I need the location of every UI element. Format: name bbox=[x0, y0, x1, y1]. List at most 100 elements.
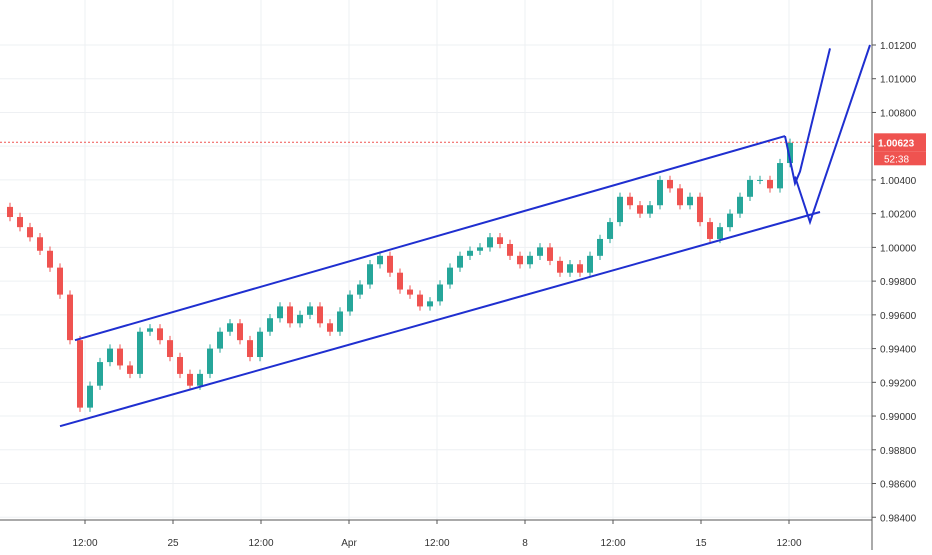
y-tick-label: 0.99200 bbox=[880, 378, 917, 389]
candle-body bbox=[67, 294, 73, 341]
candle-body bbox=[497, 237, 503, 245]
candle-body bbox=[57, 267, 63, 295]
candle-body bbox=[227, 323, 233, 332]
candle-body bbox=[767, 179, 773, 189]
candle-body bbox=[357, 284, 363, 295]
candle-body bbox=[87, 385, 93, 408]
x-tick-label: 15 bbox=[695, 538, 707, 549]
x-tick-label: 12:00 bbox=[72, 538, 97, 549]
candle-body bbox=[257, 331, 263, 358]
candle-body bbox=[247, 340, 253, 358]
candle-body bbox=[27, 227, 33, 238]
candle-body bbox=[267, 318, 273, 332]
candle-body bbox=[7, 206, 13, 218]
candle-body bbox=[407, 289, 413, 295]
candle-body bbox=[377, 255, 383, 265]
current-price-label: 1.00623 bbox=[878, 138, 915, 149]
y-tick-label: 0.99600 bbox=[880, 311, 917, 322]
y-tick-label: 0.99000 bbox=[880, 412, 917, 423]
candle-body bbox=[547, 247, 553, 261]
candle-body bbox=[717, 227, 723, 239]
candle-body bbox=[427, 301, 433, 307]
candle-body bbox=[577, 264, 583, 273]
candle-body bbox=[467, 250, 473, 256]
x-tick-label: 12:00 bbox=[600, 538, 625, 549]
x-tick-label: Apr bbox=[341, 538, 357, 549]
y-tick-label: 0.98600 bbox=[880, 480, 917, 491]
candle-body bbox=[157, 328, 163, 341]
countdown-label: 52:38 bbox=[884, 154, 909, 165]
candle-body bbox=[117, 348, 123, 366]
candle-body bbox=[277, 306, 283, 319]
candle-body bbox=[567, 264, 573, 273]
candle-body bbox=[337, 311, 343, 332]
y-tick-label: 1.00000 bbox=[880, 243, 917, 254]
candle-body bbox=[237, 323, 243, 341]
channel-lower-line bbox=[59, 211, 821, 428]
x-tick-label: 8 bbox=[522, 538, 528, 549]
candle-body bbox=[507, 244, 513, 256]
candle-body bbox=[307, 306, 313, 315]
y-tick-label: 0.99800 bbox=[880, 277, 917, 288]
candle-body bbox=[77, 340, 83, 408]
y-tick-label: 1.00800 bbox=[880, 108, 917, 119]
current-price-badge bbox=[874, 133, 926, 152]
y-tick-label: 1.00200 bbox=[880, 210, 917, 221]
candle-body bbox=[757, 179, 763, 181]
candle-body bbox=[727, 213, 733, 228]
candle-body bbox=[457, 255, 463, 268]
y-tick-label: 0.98400 bbox=[880, 513, 917, 524]
candle-body bbox=[747, 179, 753, 197]
y-tick-label: 1.01200 bbox=[880, 41, 917, 52]
candle-body bbox=[597, 238, 603, 256]
candle-body bbox=[787, 142, 793, 164]
candle-body bbox=[367, 264, 373, 285]
candle-body bbox=[487, 237, 493, 248]
candle-body bbox=[647, 205, 653, 214]
projection-path-1 bbox=[784, 48, 831, 187]
candle-body bbox=[537, 247, 543, 256]
candle-body bbox=[137, 331, 143, 374]
candle-body bbox=[447, 267, 453, 285]
candle-body bbox=[707, 222, 713, 239]
candle-body bbox=[417, 294, 423, 307]
candle-body bbox=[167, 340, 173, 358]
candle-body bbox=[147, 328, 153, 332]
candle-body bbox=[17, 217, 23, 228]
channel-upper-line bbox=[74, 135, 786, 342]
candle-body bbox=[777, 163, 783, 189]
candle-body bbox=[557, 260, 563, 273]
candle-body bbox=[37, 237, 43, 251]
candle-body bbox=[197, 373, 203, 386]
candle-body bbox=[187, 373, 193, 386]
x-tick-label: 25 bbox=[167, 538, 179, 549]
candle-body bbox=[667, 179, 673, 189]
y-tick-label: 1.00400 bbox=[880, 176, 917, 187]
candle-body bbox=[617, 196, 623, 223]
candle-body bbox=[737, 196, 743, 214]
candle-body bbox=[317, 306, 323, 324]
candle-body bbox=[517, 255, 523, 265]
projection-path-2 bbox=[794, 44, 871, 226]
candle-body bbox=[297, 314, 303, 324]
candle-body bbox=[587, 255, 593, 273]
candle-body bbox=[637, 205, 643, 214]
candle-body bbox=[397, 272, 403, 290]
x-tick-label: 12:00 bbox=[776, 538, 801, 549]
candle-body bbox=[657, 179, 663, 206]
x-tick-label: 12:00 bbox=[424, 538, 449, 549]
candle-body bbox=[127, 365, 133, 374]
candle-body bbox=[97, 362, 103, 386]
candle-body bbox=[217, 331, 223, 349]
y-tick-label: 0.98800 bbox=[880, 446, 917, 457]
candle-body bbox=[47, 250, 53, 268]
y-tick-label: 1.01000 bbox=[880, 75, 917, 86]
candle-body bbox=[287, 306, 293, 324]
candle-body bbox=[477, 247, 483, 251]
candle-body bbox=[177, 357, 183, 374]
candle-body bbox=[347, 294, 353, 312]
candle-body bbox=[697, 196, 703, 223]
candle-body bbox=[327, 323, 333, 332]
